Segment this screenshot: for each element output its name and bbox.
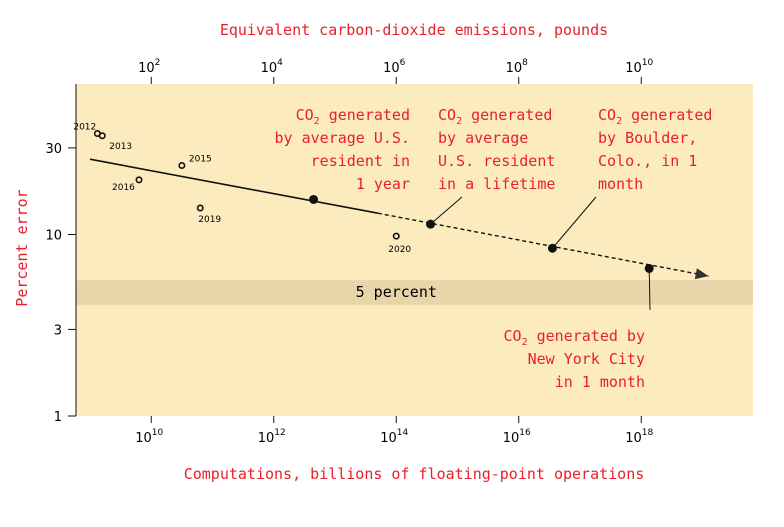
annotation-line: 1 year xyxy=(356,175,410,193)
model-point xyxy=(178,161,186,169)
annotation-leaders xyxy=(430,196,651,311)
model-point-label: 2020 xyxy=(388,245,411,255)
milestone-point xyxy=(426,219,436,229)
y-axis-ticks: 30 10 3 1 xyxy=(45,142,76,425)
annotation-leader-line xyxy=(552,196,597,249)
annotation-line: by average U.S. xyxy=(275,129,410,147)
x-tick-label: 1010 xyxy=(135,428,163,446)
y-tick-label: 1 xyxy=(54,410,62,425)
top-tick-label: 106 xyxy=(383,58,406,76)
annotation-line: by Boulder, xyxy=(598,129,697,147)
annotation-line: by average xyxy=(438,129,528,147)
top-tick-label: 108 xyxy=(506,58,529,76)
y-tick-label: 3 xyxy=(54,323,62,338)
annotation-line: CO2 generated xyxy=(438,106,552,127)
top-tick-label: 1010 xyxy=(625,58,653,76)
trend-line-solid xyxy=(89,158,379,215)
model-point-label: 2019 xyxy=(198,215,221,225)
annotation-3: CO2 generated by Boulder, Colo., in 1 month xyxy=(598,106,712,193)
model-point xyxy=(392,232,400,240)
annotation-line: resident in xyxy=(311,152,410,170)
model-point-label: 2012 xyxy=(73,123,96,133)
milestone-point xyxy=(547,243,557,253)
model-point xyxy=(135,176,143,184)
annotation-line: New York City xyxy=(528,350,645,368)
model-point-label: 2013 xyxy=(109,142,132,152)
annotation-1: CO2 generated by average U.S. resident in 1… xyxy=(275,106,410,193)
x-tick-label: 1018 xyxy=(625,428,653,446)
plot-background xyxy=(76,84,753,416)
annotation-line: in a lifetime xyxy=(438,175,555,193)
annotation-line: in 1 month xyxy=(555,373,645,391)
y-tick-label: 30 xyxy=(45,142,62,157)
top-tick-label: 104 xyxy=(261,58,284,76)
model-point-label: 2015 xyxy=(189,154,212,164)
annotation-line: Colo., in 1 xyxy=(598,152,697,170)
annotation-2: CO2 generated by average U.S. resident in a… xyxy=(438,106,555,193)
annotation-line: CO2 generated by xyxy=(504,327,646,348)
x-axis-ticks: 1010 1012 1014 1016 1018 xyxy=(135,416,654,446)
five-percent-band xyxy=(76,280,753,305)
top-axis-ticks: 102 104 106 108 1010 xyxy=(138,58,654,84)
trend-arrowhead xyxy=(694,268,709,280)
model-point-label: 2016 xyxy=(112,183,135,193)
x-axis-title: Computations, billions of floating-point… xyxy=(184,465,645,483)
annotation-line: CO2 generated xyxy=(598,106,712,127)
data-points: 2012 2013 2015 2016 2019 2020 xyxy=(73,123,654,273)
annotation-line: U.S. resident xyxy=(438,152,555,170)
annotation-leader-line xyxy=(648,268,651,311)
milestone-point xyxy=(309,194,319,204)
x-tick-label: 1014 xyxy=(380,428,408,446)
top-tick-label: 102 xyxy=(138,58,160,76)
five-percent-band-label: 5 percent xyxy=(356,283,437,301)
model-point xyxy=(98,132,106,140)
milestone-point xyxy=(644,263,654,273)
annotation-4: CO2 generated by New York City in 1 month xyxy=(504,327,646,391)
x-tick-label: 1012 xyxy=(258,428,286,446)
top-axis-title: Equivalent carbon-dioxide emissions, pou… xyxy=(220,21,608,39)
x-tick-label: 1016 xyxy=(503,428,531,446)
annotation-leader-line xyxy=(430,196,463,225)
annotations: CO2 generated by average U.S. resident in 1… xyxy=(275,106,713,391)
y-axis-title: Percent error xyxy=(13,189,31,306)
annotation-line: month xyxy=(598,175,643,193)
y-tick-label: 10 xyxy=(45,229,62,244)
annotation-line: CO2 generated xyxy=(296,106,410,127)
model-point xyxy=(196,204,204,212)
